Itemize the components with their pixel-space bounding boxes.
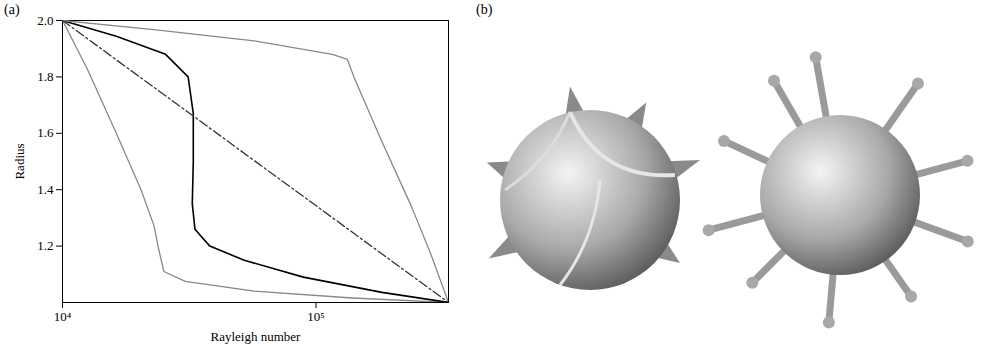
html-text:(a): (a) [4,2,20,17]
svg-text:10⁴: 10⁴ [54,309,72,324]
svg-text:Rayleigh number: Rayleigh number [211,329,302,344]
svg-text:1.6: 1.6 [37,125,54,140]
svg-text:2.0: 2.0 [37,13,53,28]
svg-text:1.8: 1.8 [37,69,53,84]
svg-text:1.4: 1.4 [37,182,54,197]
svg-text:10⁵: 10⁵ [307,309,325,324]
svg-text:1.2: 1.2 [37,238,53,253]
html-text:(b): (b) [476,2,493,17]
svg-text:Radius: Radius [12,143,27,179]
